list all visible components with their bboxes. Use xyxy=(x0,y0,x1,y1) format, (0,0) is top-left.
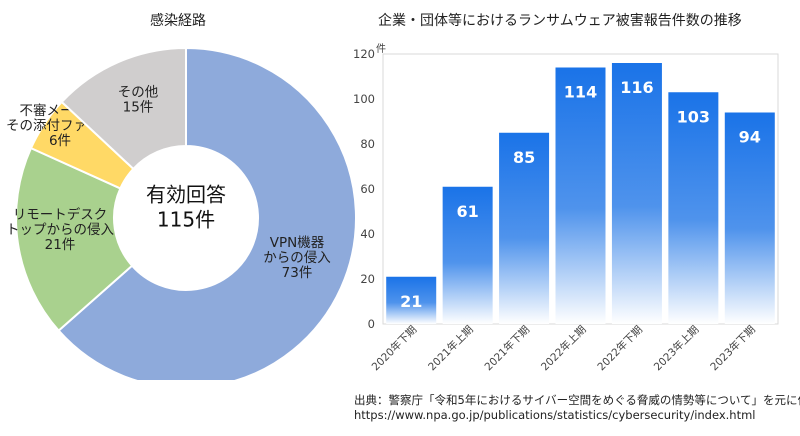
x-tick-label: 2021年下期 xyxy=(482,323,532,373)
source-note: 出典：警察庁「令和5年におけるサイバー空間をめぐる脅威の情勢等について」を元に作… xyxy=(354,393,800,407)
bar-value-label: 21 xyxy=(400,292,422,311)
bar-chart-title: 企業・団体等におけるランサムウェア被害報告件数の推移 xyxy=(378,13,742,29)
source-url: https://www.npa.go.jp/publications/stati… xyxy=(354,408,756,422)
donut-slice-label: その他 15件 xyxy=(118,85,159,116)
bar-value-label: 114 xyxy=(564,83,597,102)
y-tick-label: 60 xyxy=(360,182,375,196)
y-tick-label: 40 xyxy=(360,227,375,241)
bar-value-label: 94 xyxy=(739,128,761,147)
bar xyxy=(724,112,775,324)
bar xyxy=(386,276,437,324)
y-tick-label: 80 xyxy=(360,137,375,151)
bar xyxy=(611,63,662,324)
donut-center-label: 有効回答 115件 xyxy=(146,183,226,232)
y-tick-label: 120 xyxy=(353,47,375,61)
donut-slice xyxy=(60,46,187,171)
donut-slice xyxy=(57,46,357,380)
donut-slice-label: リモートデスクトップからの侵入 21件 xyxy=(6,206,114,253)
donut-chart-title: 感染経路 xyxy=(150,13,206,29)
bar-value-label: 85 xyxy=(513,148,535,167)
donut-slice xyxy=(15,146,134,333)
x-tick-label: 2021年上期 xyxy=(425,323,475,373)
bar-value-label: 116 xyxy=(620,78,653,97)
y-axis-unit: 件 xyxy=(376,43,386,55)
bar-chart: 0 20 40 60 80 100 120 件 21 2020年下期 61 2021年上期 85 2021… xyxy=(353,43,779,373)
bar xyxy=(442,186,493,324)
bar-value-label: 61 xyxy=(457,202,479,221)
bar xyxy=(668,92,719,324)
y-tick-label: 0 xyxy=(368,317,375,331)
bar-value-label: 103 xyxy=(677,107,710,126)
x-tick-label: 2023年下期 xyxy=(708,323,758,373)
x-tick-label: 2022年上期 xyxy=(538,323,588,373)
y-tick-label: 20 xyxy=(360,272,375,286)
x-tick-label: 2022年下期 xyxy=(595,323,645,373)
x-tick-label: 2020年下期 xyxy=(369,323,419,373)
x-tick-label: 2023年上期 xyxy=(651,323,701,373)
bar xyxy=(555,67,606,324)
y-tick-label: 100 xyxy=(353,92,375,106)
bar xyxy=(499,132,550,324)
donut-slice-label: VPN機器からの侵入 73件 xyxy=(263,235,331,281)
